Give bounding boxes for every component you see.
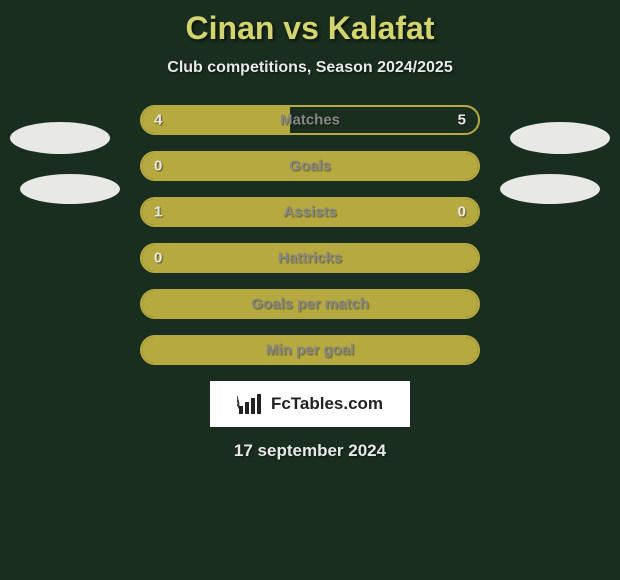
- stats-comparison-card: Cinan vs Kalafat Club competitions, Seas…: [0, 0, 620, 580]
- stat-label: Hattricks: [142, 250, 478, 267]
- stat-bars: 45Matches 0Goals 10Assists 0Hattricks Goals …: [140, 105, 480, 365]
- stats-area: 45Matches 0Goals 10Assists 0Hattricks Goals …: [0, 105, 620, 365]
- stat-bar-row: 10Assists: [140, 197, 480, 227]
- date-label: 17 september 2024: [0, 441, 620, 461]
- stat-bar-row: Goals per match: [140, 289, 480, 319]
- bar-chart-icon: [237, 392, 265, 416]
- subtitle: Club competitions, Season 2024/2025: [0, 59, 620, 77]
- stat-bar-row: 45Matches: [140, 105, 480, 135]
- stat-label: Matches: [142, 112, 478, 129]
- stat-bar-row: Min per goal: [140, 335, 480, 365]
- stat-label: Min per goal: [142, 342, 478, 359]
- stat-label: Goals per match: [142, 296, 478, 313]
- logo-text: FcTables.com: [271, 394, 383, 414]
- stat-label: Goals: [142, 158, 478, 175]
- page-title: Cinan vs Kalafat: [0, 10, 620, 47]
- stat-bar-row: 0Goals: [140, 151, 480, 181]
- stat-bar-row: 0Hattricks: [140, 243, 480, 273]
- stat-label: Assists: [142, 204, 478, 221]
- logo-box: FcTables.com: [210, 381, 410, 427]
